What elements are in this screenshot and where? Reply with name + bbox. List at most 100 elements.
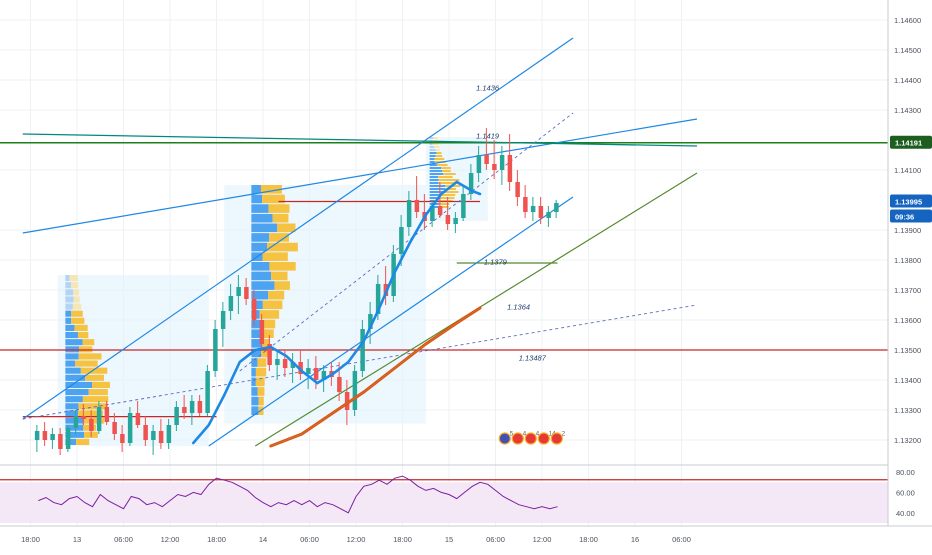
level-label: 1.1379 xyxy=(484,258,508,267)
candle xyxy=(81,404,86,425)
candle xyxy=(484,128,489,170)
volume-profile-bar-buy xyxy=(429,170,443,172)
event-count: 5 xyxy=(510,432,514,438)
volume-profile-bar-sell xyxy=(438,203,450,205)
time-tick-label: 18:00 xyxy=(579,535,598,544)
volume-profile-bar-buy xyxy=(251,213,273,223)
volume-profile-bar-buy xyxy=(251,271,272,281)
volume-profile-bar-sell xyxy=(262,339,270,348)
volume-profile-bar-buy xyxy=(65,367,81,374)
moving-averages xyxy=(192,180,482,448)
volume-profile-bar-sell xyxy=(260,185,282,194)
volume-profile-bar-buy xyxy=(429,137,434,139)
level-label: 1.13487 xyxy=(519,354,547,363)
volume-profile-bar-sell xyxy=(79,346,93,353)
price-tick-label: 1.13800 xyxy=(894,256,921,265)
volume-profile-bar-buy xyxy=(251,396,259,406)
volume-profile-bar-buy xyxy=(65,381,93,388)
candle xyxy=(166,419,172,449)
volume-profile-bar-buy xyxy=(429,146,435,148)
candle-body xyxy=(42,431,48,440)
candle xyxy=(120,425,125,452)
volume-profile-bar-sell xyxy=(432,143,439,145)
candle xyxy=(151,425,156,455)
time-tick-label: 16 xyxy=(631,535,639,544)
candle-body xyxy=(523,197,528,212)
volume-profile-bar-buy xyxy=(251,367,256,377)
price-tick-label: 1.14500 xyxy=(894,46,921,55)
candle-body xyxy=(461,194,466,218)
time-tick-label: 06:00 xyxy=(300,535,319,544)
rsi-line xyxy=(38,475,558,514)
candle-body xyxy=(368,314,373,329)
volume-profile-bar-buy xyxy=(251,204,269,213)
volume-profile-bar-buy xyxy=(251,387,258,396)
candle-body xyxy=(50,434,55,440)
event-flag-icon xyxy=(537,432,550,445)
volume-profile-bar-buy xyxy=(429,143,433,145)
price-badge-label: 1.13995 xyxy=(895,198,922,207)
volume-profile-bar-buy xyxy=(251,339,263,348)
candle xyxy=(127,407,133,446)
volume-profile-bar-sell xyxy=(73,289,80,296)
candle xyxy=(538,197,544,224)
volume-profile-bar-sell xyxy=(82,339,95,346)
price-axis-bg xyxy=(888,0,932,550)
volume-profile-bar-sell xyxy=(88,389,108,396)
volume-profile-bar-sell xyxy=(442,170,451,172)
price-tick-label: 1.13700 xyxy=(894,286,921,295)
candle xyxy=(507,134,513,191)
volume-profile-bar-sell xyxy=(78,410,104,417)
candle-body xyxy=(298,362,303,374)
rsi-tick-label: 40.00 xyxy=(896,509,915,518)
volume-profile-bar-sell xyxy=(262,329,274,338)
event-count: 4 xyxy=(536,432,540,438)
candle-body xyxy=(484,155,489,164)
candle-body xyxy=(158,431,164,443)
candle-body xyxy=(65,428,71,449)
candle xyxy=(104,401,110,425)
candle-body xyxy=(135,413,141,425)
price-tick-label: 1.14100 xyxy=(894,166,921,175)
volume-profile-bar-sell xyxy=(445,188,456,190)
candle xyxy=(244,278,249,305)
volume-profile-bar-buy xyxy=(65,431,85,438)
volume-profile-bar-buy xyxy=(429,161,435,163)
volume-profile-bar-buy xyxy=(429,185,446,187)
candle-body xyxy=(259,320,265,344)
candle-body xyxy=(468,173,474,194)
candle xyxy=(461,185,466,221)
time-tick-label: 18:00 xyxy=(21,535,40,544)
volume-profile-bar-buy xyxy=(429,155,436,157)
time-tick-label: 06:00 xyxy=(486,535,505,544)
candle xyxy=(143,416,148,446)
level-label: 1.1364 xyxy=(507,303,530,312)
volume-profile-bar-sell xyxy=(437,197,455,199)
volume-profile-bar-buy xyxy=(65,317,72,324)
volume-profile-bar-sell xyxy=(261,348,270,358)
volume-profile-bar-sell xyxy=(71,310,83,317)
volume-profile-bar-buy xyxy=(65,389,89,396)
price-tick-label: 1.13500 xyxy=(894,346,921,355)
candle-body xyxy=(213,329,218,371)
candle xyxy=(492,140,497,179)
volume-profile-bar-sell xyxy=(92,381,110,388)
volume-profile-bar-sell xyxy=(262,252,288,261)
volume-profile-bar-sell xyxy=(255,367,267,377)
candle xyxy=(158,419,164,449)
volume-profile-bar-sell xyxy=(257,358,267,367)
candle xyxy=(360,320,365,377)
candle xyxy=(65,425,71,452)
volume-profile-bar-sell xyxy=(82,396,109,403)
time-tick-label: 12:00 xyxy=(533,535,552,544)
volume-profile-bar-sell xyxy=(83,417,105,424)
volume-profile-bar-buy xyxy=(429,149,436,151)
rsi-tick-label: 60.00 xyxy=(896,488,915,497)
candle-body xyxy=(275,359,280,365)
candle-body xyxy=(189,401,195,413)
volume-profile-bar-sell xyxy=(262,194,285,204)
price-badge xyxy=(890,194,932,208)
price-badge-label: 09:36 xyxy=(895,213,914,222)
